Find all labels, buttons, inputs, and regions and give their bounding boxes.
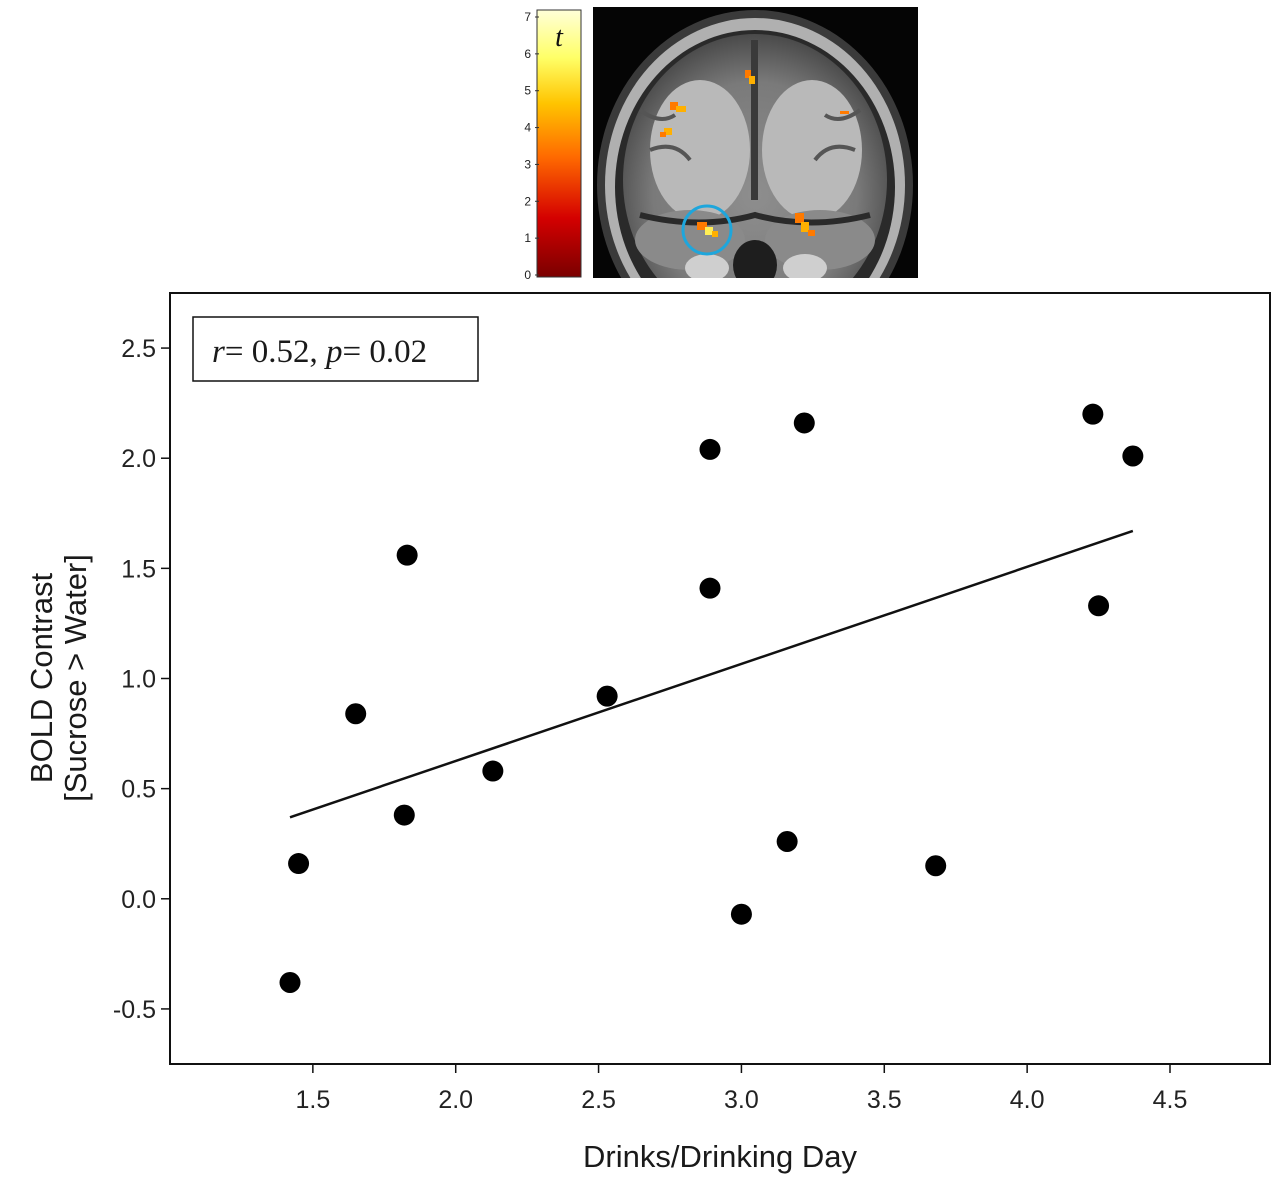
annotation-p-symbol: p [324,334,343,370]
plot-frame [169,292,1271,1065]
colorbar-tick-label: 7 [524,10,531,24]
scatter-point [925,855,947,877]
scatter-point [396,544,418,566]
activation-clusters [660,70,849,237]
x-tick-label: 3.0 [724,1086,759,1114]
scatter-point [776,831,798,853]
y-tick-label: 0.5 [121,776,156,804]
y-axis-title-line1: BOLD Contrast [24,573,59,784]
y-tick-label: 0.0 [121,886,156,914]
y-tick-label: 1.5 [121,555,156,583]
y-tick-label: 2.0 [121,445,156,473]
x-tick-label: 4.0 [1010,1086,1045,1114]
scatter-point [482,760,504,782]
brain-slice-image [593,7,918,278]
colorbar: t 0 1 2 3 4 5 6 7 [524,9,582,282]
scatter-point [279,971,301,993]
y-axis: -0.5 0.0 0.5 1.0 1.5 2.0 2.5 [113,335,170,1024]
highlight-circle [681,204,733,256]
annotation-box [192,316,479,382]
colorbar-tick-label: 4 [524,121,531,135]
scatter-point [596,685,618,707]
stats-annotation: r= 0.52, p= 0.02 [192,316,479,382]
scatter-points [279,403,1144,993]
scatter-point [288,853,310,875]
x-axis: 1.5 2.0 2.5 3.0 3.5 4.0 4.5 [295,1064,1187,1114]
annotation-p-value: = 0.02 [342,334,427,370]
colorbar-gradient [536,9,582,278]
scatter-point [393,804,415,826]
x-tick-label: 2.0 [438,1086,473,1114]
colorbar-tick-label: 6 [524,47,531,61]
colorbar-symbol: t [555,22,564,53]
scatter-point [699,577,721,599]
y-tick-label: 1.0 [121,666,156,694]
scatter-point [345,703,367,725]
scatter-point [730,903,752,925]
x-tick-label: 4.5 [1153,1086,1188,1114]
x-tick-label: 1.5 [295,1086,330,1114]
annotation-text: r= 0.52, p= 0.02 [212,334,427,370]
colorbar-tick-label: 0 [524,268,531,282]
annotation-r-value: = 0.52, [225,334,326,370]
colorbar-tick-label: 1 [524,231,531,245]
y-axis-title: BOLD Contrast [Sucrose > Water] [24,554,93,802]
colorbar-ticks: 0 1 2 3 4 5 6 7 [524,10,539,282]
scatter-point [1088,595,1110,617]
scatter-point [793,412,815,434]
scatter-point [1122,445,1144,467]
colorbar-tick-label: 3 [524,157,531,171]
annotation-r-symbol: r [212,334,225,370]
x-tick-label: 3.5 [867,1086,902,1114]
x-axis-title: Drinks/Drinking Day [583,1139,857,1174]
y-axis-title-line2: [Sucrose > Water] [58,554,93,802]
fit-line [289,529,1134,819]
y-tick-label: -0.5 [113,996,156,1024]
colorbar-tick-label: 2 [524,194,531,208]
x-tick-label: 2.5 [581,1086,616,1114]
y-tick-label: 2.5 [121,335,156,363]
scatter-point [699,438,721,460]
colorbar-tick-label: 5 [524,84,531,98]
scatter-point [1082,403,1104,425]
